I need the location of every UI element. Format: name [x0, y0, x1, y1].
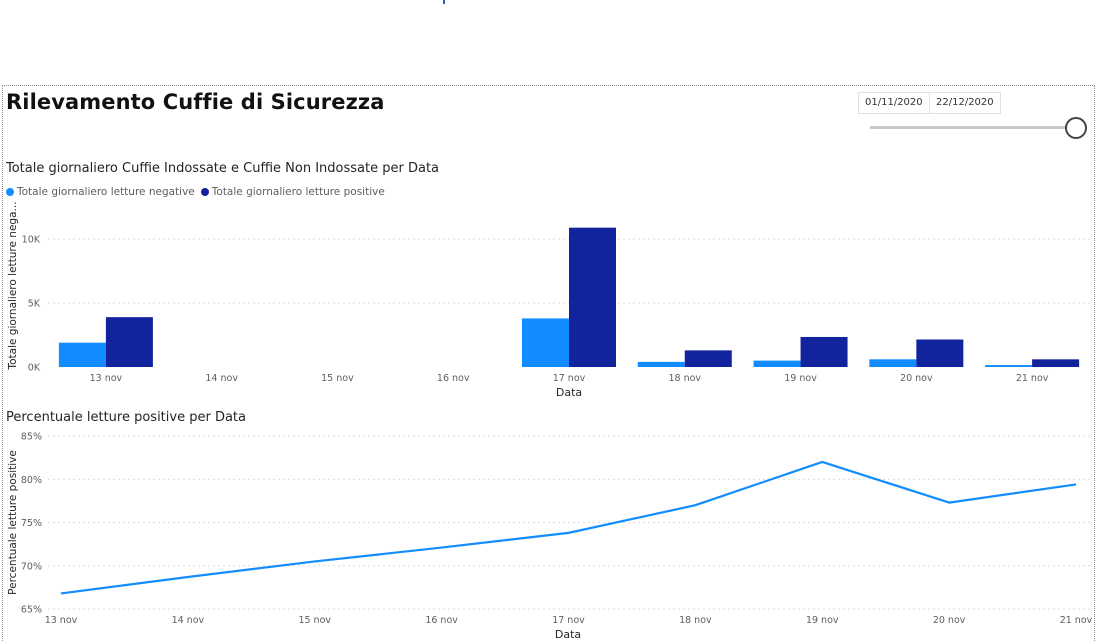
bar-positive: [684, 350, 732, 367]
bar-y-tick-label: 0K: [28, 363, 41, 374]
line-point: [694, 504, 696, 506]
bar-positive: [916, 339, 964, 367]
bar-negative: [58, 342, 106, 367]
line-x-tick-label: 16 nov: [425, 615, 458, 626]
legend-label-positive: Totale giornaliero letture positive: [211, 186, 385, 198]
line-y-axis-label: Percentuale letture positive: [7, 450, 19, 595]
line-y-tick-label: 85%: [21, 432, 42, 443]
line-y-tick-label: 80%: [21, 475, 42, 486]
bar-y-tick-label: 5K: [28, 299, 41, 310]
line-x-tick-label: 17 nov: [552, 615, 585, 626]
line-y-tick-label: 70%: [21, 561, 42, 572]
legend-item-negative[interactable]: Totale giornaliero letture negative: [6, 186, 195, 198]
line-point: [60, 592, 62, 594]
report-canvas: [2, 85, 1095, 641]
bar-x-tick-label: 20 nov: [900, 373, 933, 384]
bar-x-tick-label: 19 nov: [784, 373, 817, 384]
line-x-tick-label: 15 nov: [298, 615, 331, 626]
bar-positive: [1032, 359, 1080, 367]
bar-x-tick-label: 15 nov: [321, 373, 354, 384]
legend-dot-negative: [6, 188, 14, 196]
bar-x-axis-label: Data: [556, 386, 582, 399]
line-y-tick-label: 75%: [21, 518, 42, 529]
line-x-tick-label: 14 nov: [172, 615, 205, 626]
bar-chart-title: Totale giornaliero Cuffie Indossate e Cu…: [6, 161, 440, 176]
line-x-tick-label: 20 nov: [933, 615, 966, 626]
date-slider-handle[interactable]: [1065, 117, 1087, 139]
line-point: [440, 546, 442, 548]
bar-negative: [753, 360, 801, 367]
bar-positive: [569, 227, 616, 367]
bar-x-tick-label: 21 nov: [1016, 373, 1049, 384]
line-x-tick-label: 18 nov: [679, 615, 712, 626]
line-point: [948, 501, 950, 503]
bar-x-tick-label: 13 nov: [90, 373, 123, 384]
date-end-input[interactable]: 22/12/2020: [929, 92, 1001, 114]
line-x-tick-label: 13 nov: [45, 615, 78, 626]
legend-label-negative: Totale giornaliero letture negative: [17, 186, 195, 198]
bar-negative: [637, 361, 685, 367]
date-slider-track[interactable]: [870, 126, 1070, 129]
bar-positive: [800, 336, 848, 367]
bar-x-tick-label: 14 nov: [205, 373, 238, 384]
bar-y-tick-label: 10K: [22, 235, 41, 246]
line-series-percent-positive: [60, 460, 1077, 595]
line-point: [567, 532, 569, 534]
bar-x-tick-label: 17 nov: [553, 373, 586, 384]
bar-chart-legend: Totale giornaliero letture negative Tota…: [6, 186, 391, 198]
bar-negative: [522, 318, 569, 367]
top-marker: [443, 0, 445, 4]
bar-y-axis-label: Totale giornaliero letture nega...: [7, 201, 19, 370]
legend-item-positive[interactable]: Totale giornaliero letture positive: [200, 186, 385, 198]
report-title: Rilevamento Cuffie di Sicurezza: [6, 90, 385, 114]
line-point: [314, 560, 316, 562]
bar-positive: [105, 317, 153, 367]
line-x-axis-label: Data: [555, 628, 581, 641]
bar-x-tick-label: 16 nov: [437, 373, 470, 384]
line-x-tick-label: 19 nov: [806, 615, 839, 626]
legend-dot-positive: [200, 188, 209, 196]
line-x-tick-label: 21 nov: [1060, 615, 1093, 626]
line-point: [1075, 483, 1077, 485]
line-point: [821, 461, 823, 463]
bar-x-tick-label: 18 nov: [668, 373, 701, 384]
bar-negative: [985, 365, 1033, 367]
bar-negative: [869, 359, 917, 367]
line-chart-title: Percentuale letture positive per Data: [6, 410, 246, 425]
line-point: [187, 576, 189, 578]
line-y-tick-label: 65%: [21, 605, 42, 616]
